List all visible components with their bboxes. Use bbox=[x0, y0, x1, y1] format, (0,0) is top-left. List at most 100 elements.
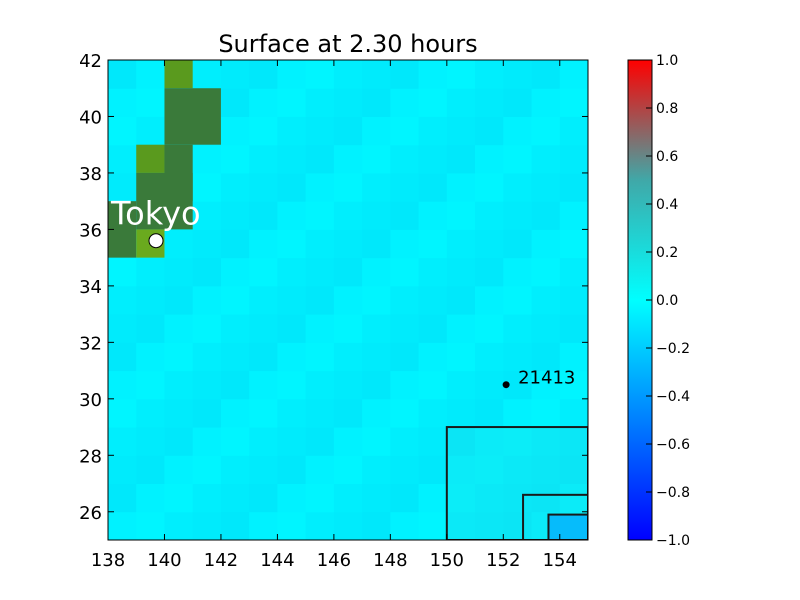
field-cell bbox=[333, 172, 363, 202]
tokyo-marker bbox=[148, 233, 164, 249]
field-cell bbox=[108, 455, 137, 485]
field-cell bbox=[418, 229, 448, 259]
field-cell bbox=[333, 370, 363, 400]
field-cell bbox=[390, 483, 420, 513]
field-cell bbox=[192, 144, 222, 174]
field-cell bbox=[249, 257, 278, 287]
field-cell bbox=[418, 511, 448, 540]
field-cell bbox=[108, 511, 137, 540]
field-cell bbox=[108, 314, 137, 343]
field-cell bbox=[531, 144, 561, 174]
field-cell bbox=[136, 398, 165, 428]
field-cell bbox=[277, 314, 307, 343]
colorbar-tick-label: 1.0 bbox=[656, 53, 678, 69]
field-cell bbox=[559, 285, 588, 315]
field-cell bbox=[192, 172, 222, 202]
field-cell bbox=[475, 60, 504, 89]
y-tick-label: 34 bbox=[79, 277, 102, 298]
x-tick-label: 146 bbox=[317, 550, 351, 571]
field-cell bbox=[108, 427, 137, 456]
field-cell bbox=[164, 511, 194, 540]
field-cell bbox=[305, 229, 335, 259]
field-cell bbox=[390, 229, 420, 259]
field-cell bbox=[531, 483, 561, 513]
field-cell bbox=[136, 257, 165, 287]
field-cell bbox=[277, 172, 307, 202]
field-cell bbox=[192, 427, 222, 456]
field-cell bbox=[475, 88, 504, 117]
field-cell bbox=[277, 144, 307, 174]
field-cell bbox=[503, 398, 533, 428]
x-axis: 138 140 142 144 146 148 150 152 154 bbox=[91, 60, 577, 571]
colorbar-tick-label: 0.6 bbox=[656, 149, 678, 165]
colorbar-tick-label: −0.8 bbox=[656, 485, 690, 501]
field-cell bbox=[108, 116, 137, 146]
field-cell bbox=[108, 144, 137, 174]
field-cell bbox=[136, 285, 165, 315]
field-cell bbox=[305, 60, 335, 89]
field-cell bbox=[220, 172, 250, 202]
field-cell bbox=[136, 314, 165, 343]
field-cell bbox=[333, 483, 363, 513]
field-cell bbox=[475, 511, 504, 540]
field-cell bbox=[136, 455, 165, 485]
field-cell bbox=[531, 229, 561, 259]
field-cell bbox=[418, 427, 448, 456]
field-cell bbox=[503, 88, 533, 117]
field-cell bbox=[362, 172, 391, 202]
field-cell bbox=[559, 116, 588, 146]
y-tick-label: 28 bbox=[79, 446, 102, 467]
colorbar-ticks: 1.0 0.8 0.6 0.4 0.2 0.0 −0.2 −0.4 −0.6 −0.8 −1.0 bbox=[646, 53, 690, 549]
field-cell bbox=[220, 342, 250, 372]
field-cell bbox=[333, 88, 363, 117]
field-cell bbox=[220, 88, 250, 117]
land-cell bbox=[164, 88, 221, 145]
colorbar-tick-label: −0.6 bbox=[656, 437, 690, 453]
field-cell bbox=[164, 398, 194, 428]
field-cell bbox=[333, 314, 363, 343]
field-cell bbox=[333, 511, 363, 540]
colorbar-tick-label: 0.0 bbox=[656, 293, 678, 309]
field-cell bbox=[220, 314, 250, 343]
field-cell bbox=[446, 201, 476, 230]
field-cell bbox=[418, 172, 448, 202]
plot-frame bbox=[107, 59, 589, 541]
field-cell bbox=[531, 427, 561, 456]
field-cell bbox=[249, 483, 278, 513]
field-cell bbox=[475, 342, 504, 372]
field-cell bbox=[305, 370, 335, 400]
field-cell bbox=[446, 60, 476, 89]
field-cell bbox=[305, 314, 335, 343]
tokyo-label: Tokyo bbox=[110, 195, 201, 233]
field-cell bbox=[164, 483, 194, 513]
field-cell bbox=[559, 398, 588, 428]
field-cell bbox=[333, 229, 363, 259]
field-cell bbox=[192, 398, 222, 428]
field-cell bbox=[192, 229, 222, 259]
field-cell bbox=[503, 285, 533, 315]
field-cell bbox=[503, 427, 533, 456]
field-cell bbox=[559, 427, 588, 456]
field-cell bbox=[305, 172, 335, 202]
field-cell bbox=[418, 398, 448, 428]
field-cell bbox=[333, 257, 363, 287]
field-cell bbox=[249, 172, 278, 202]
field-cell bbox=[446, 144, 476, 174]
field-cell bbox=[559, 511, 588, 540]
field-cell bbox=[277, 455, 307, 485]
field-cell bbox=[559, 88, 588, 117]
field-cell bbox=[418, 342, 448, 372]
field-cell bbox=[192, 60, 222, 89]
field-cell bbox=[475, 285, 504, 315]
field-cell bbox=[277, 257, 307, 287]
field-cell bbox=[418, 314, 448, 343]
field-cell bbox=[305, 201, 335, 230]
field-cell bbox=[192, 483, 222, 513]
field-cell bbox=[390, 144, 420, 174]
field-cell bbox=[305, 455, 335, 485]
field-cell bbox=[531, 172, 561, 202]
field-cell bbox=[136, 60, 165, 89]
field-cell bbox=[108, 172, 137, 202]
field-cell bbox=[446, 257, 476, 287]
field-cell bbox=[305, 398, 335, 428]
